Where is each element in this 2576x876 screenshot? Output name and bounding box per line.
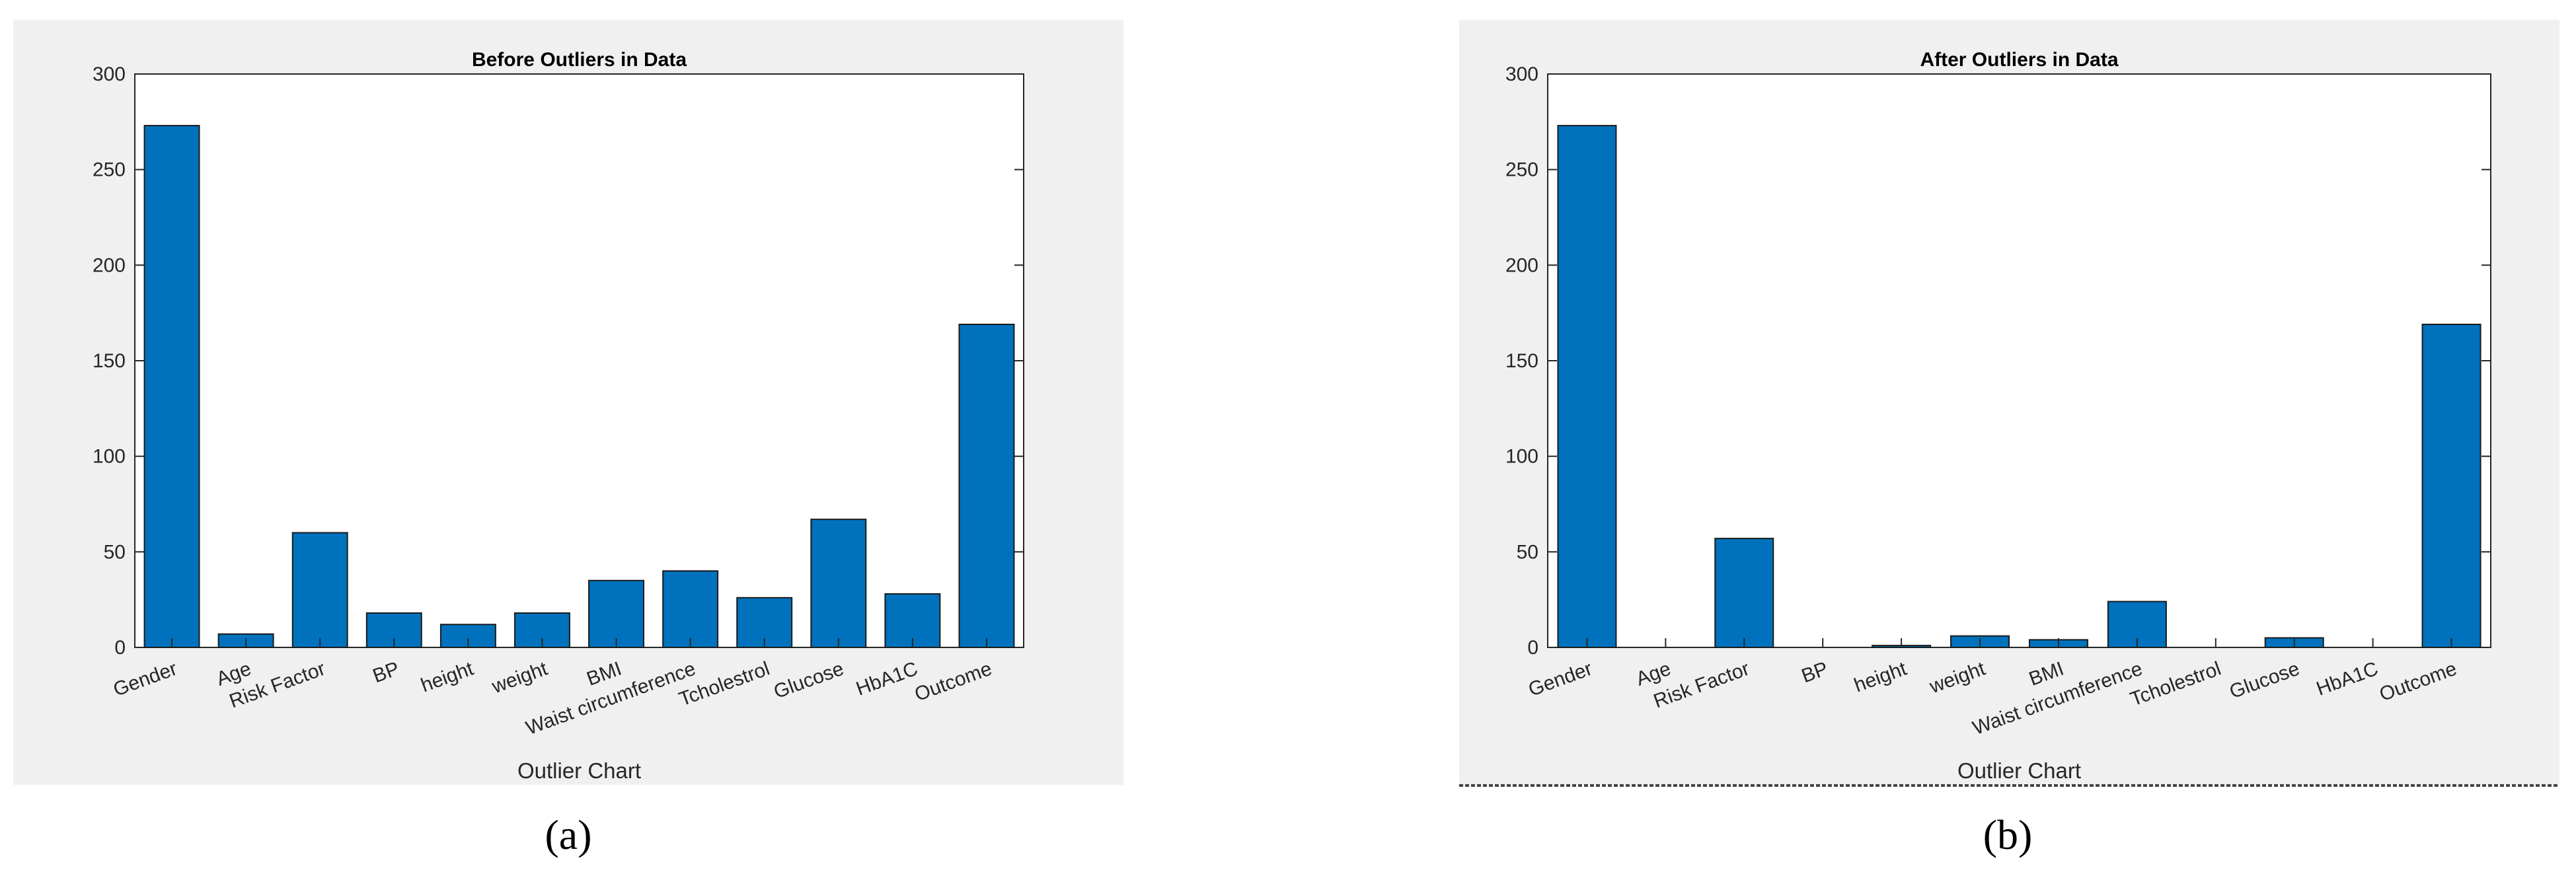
chart-title: Before Outliers in Data [472,49,687,71]
bar [2421,324,2481,648]
caption: (b) [1983,811,2033,858]
y-tick-label: 300 [1505,63,1538,85]
y-tick-label: 300 [93,63,126,85]
y-tick-label: 0 [114,637,126,659]
y-tick-label: 50 [1517,541,1538,563]
bar [810,519,867,648]
bar [958,324,1015,648]
plot-area [134,73,1024,648]
bar [1557,125,1617,648]
bar [1714,538,1774,649]
y-tick-label: 250 [93,159,126,181]
y-tick-label: 200 [93,254,126,276]
y-tick-label: 250 [1505,159,1538,181]
y-tick-label: 50 [104,541,126,563]
bar [143,125,200,648]
y-tick-label: 150 [93,350,126,372]
bar [588,579,645,649]
y-tick-label: 100 [93,446,126,468]
y-tick-label: 100 [1505,446,1538,468]
y-tick-label: 150 [1505,350,1538,372]
y-tick-label: 200 [1505,254,1538,276]
x-axis-label: Outlier Chart [517,758,641,783]
x-axis-label: Outlier Chart [1957,758,2081,783]
plot-area [1547,73,2491,648]
y-tick-label: 0 [1527,637,1538,659]
chart-title: After Outliers in Data [1920,49,2118,71]
caption: (a) [545,811,591,858]
bar [291,532,348,649]
bar [662,570,719,648]
